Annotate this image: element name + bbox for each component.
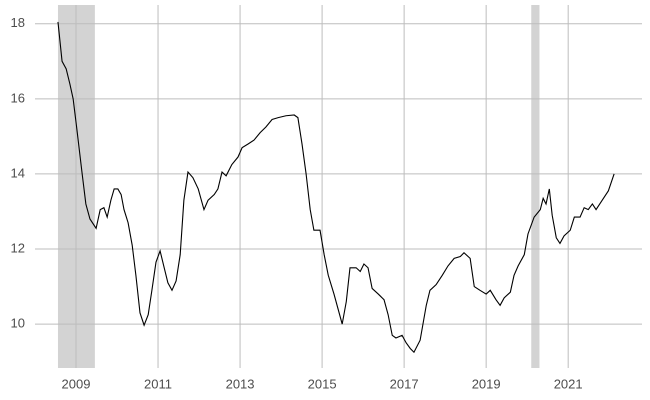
x-tick-label: 2017 [390,376,419,391]
y-tick-label: 12 [11,240,25,255]
line [57,21,615,354]
y-tick-label: 16 [11,90,25,105]
y-tick-label: 10 [11,316,25,331]
x-tick-label: 2013 [226,376,255,391]
x-tick-label: 2021 [554,376,583,391]
x-tick-label: 2015 [308,376,337,391]
shaded-region [531,5,540,368]
y-tick-label: 18 [11,15,25,30]
x-tick-label: 2011 [144,376,172,391]
x-tick-label: 2009 [62,376,91,391]
y-tick-label: 14 [11,165,25,180]
x-tick-label: 2019 [472,376,501,391]
